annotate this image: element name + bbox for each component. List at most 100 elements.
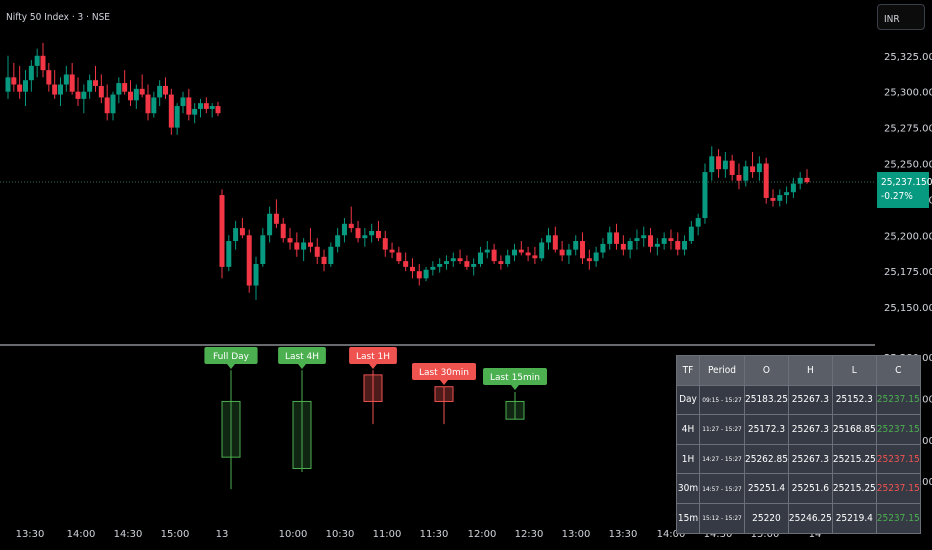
candle-body [784, 192, 790, 196]
high-cell: 25246.25 [787, 502, 833, 534]
candle-body [668, 238, 674, 242]
candle-body [110, 94, 116, 114]
range-label-text: Last 15min [490, 373, 540, 383]
table-row: 30m 14:57 - 15:27 25251.4 25251.6 25215.25 25… [676, 473, 921, 504]
close-cell: 25237.15 [875, 414, 921, 445]
range-label-pointer [298, 364, 306, 369]
table-header-row: TF Period O H L C [676, 355, 921, 386]
x-tick-label: 15:00 [751, 529, 780, 540]
y-tick-label: 25,300.00000 [884, 88, 932, 99]
range-label-pointer [440, 380, 448, 385]
range-label: Last 4H [278, 347, 326, 369]
candle-body [294, 242, 300, 250]
candle-body [260, 235, 266, 264]
candle-body [702, 172, 708, 219]
candle-body [648, 235, 654, 247]
last-price-tag: 25,237.15000 -0.27% [877, 172, 932, 208]
period-cell: 09:15 - 15:27 [699, 384, 745, 416]
range-label-text: Full Day [213, 352, 250, 362]
candle-body [518, 249, 524, 253]
range-box [434, 386, 454, 402]
candle-body [403, 261, 409, 267]
candle-body [186, 97, 192, 115]
candle-body [634, 238, 640, 242]
candle-body [423, 269, 429, 279]
candle-body [688, 226, 694, 242]
table-row: 15m 15:12 - 15:27 25220 25246.25 25219.4 2523… [676, 502, 921, 534]
candle-body [328, 246, 334, 264]
currency-button[interactable]: INR [877, 4, 925, 30]
table-header-high: H [787, 355, 833, 386]
candle-body [389, 249, 395, 253]
table-row: 4H 11:27 - 15:27 25172.3 25267.3 25168.85 252… [676, 414, 921, 445]
candle-body [122, 83, 128, 92]
period-cell: 11:27 - 15:27 [699, 414, 745, 445]
range-box [363, 374, 383, 402]
y-tick-label: 25,325.00000 [884, 52, 932, 63]
candle-body [203, 103, 209, 109]
candle-body [52, 84, 58, 95]
x-tick-label: 11:30 [420, 529, 449, 540]
candle-body [58, 84, 63, 95]
x-tick-label: 15:00 [161, 529, 190, 540]
x-tick-label: 14:00 [657, 529, 686, 540]
candle-body [128, 91, 133, 101]
candle-body [409, 266, 415, 272]
range-label: Last 30min [412, 363, 476, 385]
period-cell: 14:27 - 15:27 [699, 443, 745, 475]
range-label-bubble [278, 347, 326, 364]
candle-body [770, 197, 776, 201]
candle-body [192, 108, 198, 115]
candle-body [396, 252, 402, 262]
candle-body [416, 271, 422, 279]
x-tick-label: 12:30 [515, 529, 544, 540]
candle-body [219, 195, 225, 267]
open-cell: 25262.85 [744, 443, 789, 475]
candle-body [716, 156, 722, 170]
candle-body [484, 249, 490, 253]
range-label-bubble [204, 347, 258, 364]
candle-body [763, 163, 769, 198]
symbol-title[interactable]: Nifty 50 Index · 3 · NSE [6, 12, 110, 23]
x-tick-label: 11:00 [373, 529, 402, 540]
x-tick-label: 13:00 [562, 529, 591, 540]
range-label-bubble [349, 347, 397, 364]
candle-body [209, 106, 215, 109]
candle-body [163, 85, 168, 95]
table-row: 1H 14:27 - 15:27 25262.85 25267.3 25215.25 25… [676, 443, 921, 475]
candle-body [301, 242, 307, 250]
low-cell: 25168.85 [831, 414, 877, 445]
tf-cell: 1H [676, 443, 700, 475]
candle-body [5, 77, 11, 92]
timeframe-ohlc-table: TF Period O H L C Day 09:15 - 15:27 25183.… [676, 355, 921, 534]
candle-body [40, 55, 46, 71]
candle-body [180, 97, 186, 107]
candle-body [750, 166, 756, 173]
candle-body [239, 228, 245, 236]
candle-body [777, 195, 783, 201]
candle-body [11, 77, 17, 85]
range-label-bubble [483, 368, 547, 385]
candle-body [314, 246, 320, 257]
candle-body [348, 223, 354, 229]
candle-body [532, 255, 538, 259]
low-cell: 25152.3 [831, 384, 877, 416]
candle-body [675, 241, 681, 250]
x-tick-label: 14:00 [67, 529, 96, 540]
range-box [292, 400, 312, 469]
candle-body [93, 80, 98, 86]
y-tick-label: 25,150.00000 [884, 303, 932, 314]
candle-body [736, 174, 742, 181]
candle-body [627, 241, 633, 250]
candle-body [341, 223, 347, 236]
candle-body [641, 235, 647, 239]
y-tick-label: 25,250.00000 [884, 159, 932, 170]
low-cell: 25219.4 [831, 502, 877, 534]
candle-body [525, 252, 531, 256]
candle-body [34, 55, 40, 66]
candle-body [654, 243, 660, 247]
range-label-text: Last 30min [419, 368, 469, 378]
candle-body [682, 241, 688, 250]
candle-body [756, 163, 762, 173]
candle-body [580, 241, 586, 259]
